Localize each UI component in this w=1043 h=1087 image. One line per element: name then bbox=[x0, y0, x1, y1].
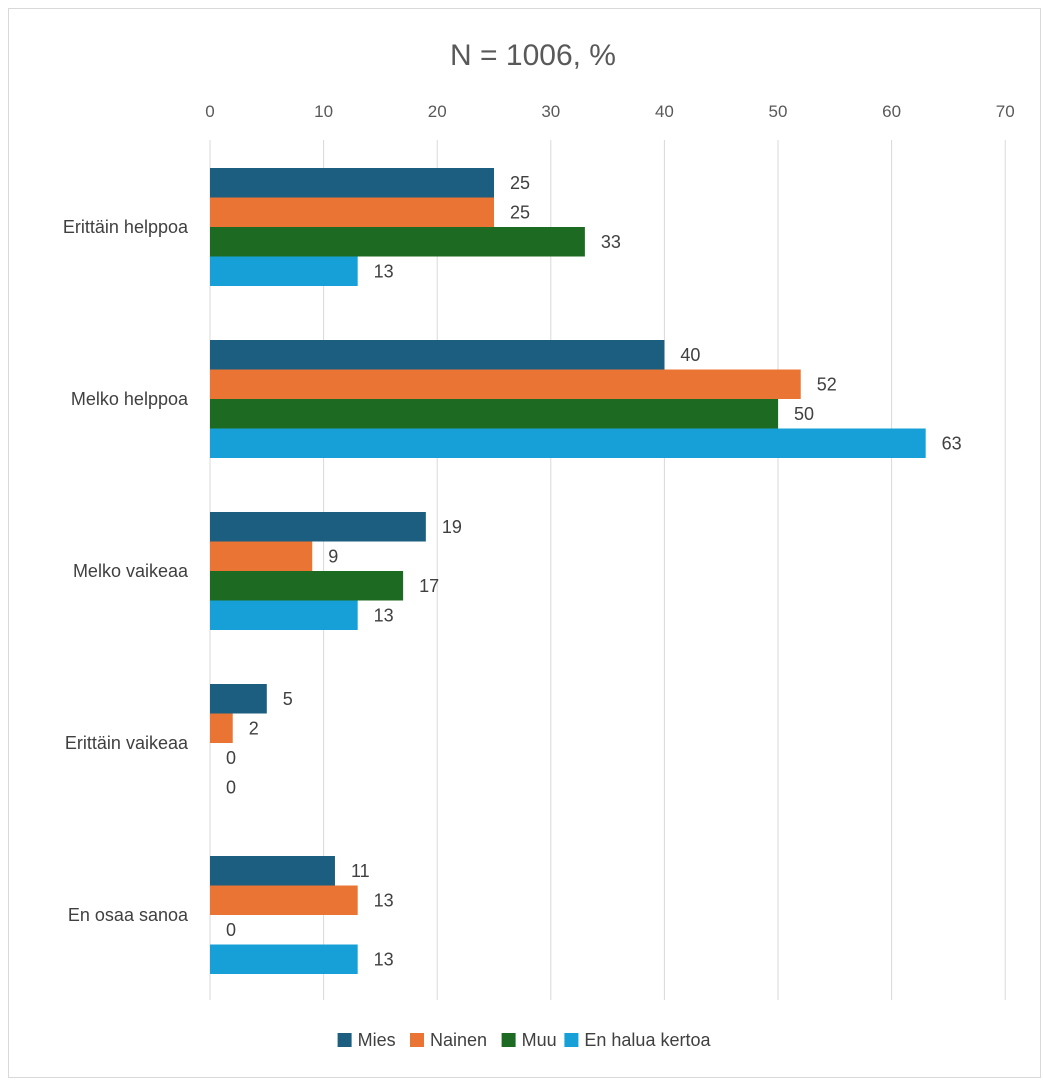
data-label: 17 bbox=[419, 576, 439, 596]
bar bbox=[210, 428, 926, 458]
x-tick-label: 40 bbox=[655, 102, 674, 121]
bar bbox=[210, 512, 426, 542]
x-tick-label: 0 bbox=[205, 102, 214, 121]
data-label: 5 bbox=[283, 689, 293, 709]
data-label: 19 bbox=[442, 517, 462, 537]
data-label: 2 bbox=[249, 718, 259, 738]
bar bbox=[210, 369, 801, 399]
bar bbox=[210, 600, 358, 630]
chart-title: N = 1006, % bbox=[450, 39, 616, 72]
x-tick-label: 60 bbox=[882, 102, 901, 121]
category-label: Melko helppoa bbox=[71, 389, 189, 409]
category-labels: Erittäin helppoa Melko helppoa Melko vaike… bbox=[63, 217, 189, 925]
data-label: 33 bbox=[601, 232, 621, 252]
data-label: 63 bbox=[942, 433, 962, 453]
category-label: En osaa sanoa bbox=[68, 905, 189, 925]
chart-frame bbox=[8, 8, 1041, 1078]
x-tick-label: 50 bbox=[769, 102, 788, 121]
bar bbox=[210, 684, 267, 714]
x-axis-ticks: 0 10 20 30 40 50 60 70 bbox=[205, 102, 1014, 121]
bar bbox=[210, 856, 335, 886]
legend-swatch bbox=[337, 1033, 352, 1047]
bar bbox=[210, 340, 665, 370]
x-tick-label: 70 bbox=[996, 102, 1015, 121]
data-label: 13 bbox=[374, 261, 394, 281]
data-label: 0 bbox=[226, 920, 236, 940]
bar bbox=[210, 885, 358, 915]
legend-swatch bbox=[410, 1033, 424, 1047]
category-label: Erittäin helppoa bbox=[63, 217, 189, 237]
legend-label: Muu bbox=[522, 1030, 557, 1050]
data-label: 25 bbox=[510, 173, 530, 193]
data-label: 13 bbox=[374, 605, 394, 625]
legend-swatch bbox=[564, 1033, 579, 1047]
bar bbox=[210, 227, 585, 257]
data-label: 52 bbox=[817, 374, 837, 394]
legend-label: Mies bbox=[358, 1030, 396, 1050]
legend-swatch bbox=[501, 1033, 516, 1047]
data-label: 13 bbox=[374, 949, 394, 969]
bar bbox=[210, 541, 313, 571]
bar bbox=[210, 399, 778, 429]
x-tick-label: 10 bbox=[314, 102, 333, 121]
data-label: 13 bbox=[374, 890, 394, 910]
data-label: 25 bbox=[510, 202, 530, 222]
legend-label: Nainen bbox=[430, 1030, 487, 1050]
legend: Mies Nainen Muu En halua kertoa bbox=[337, 1030, 711, 1050]
data-label: 50 bbox=[794, 404, 814, 424]
bar bbox=[210, 256, 358, 286]
category-label: Melko vaikeaa bbox=[73, 561, 189, 581]
legend-label: En halua kertoa bbox=[584, 1030, 711, 1050]
bar bbox=[210, 944, 358, 974]
data-label: 9 bbox=[328, 546, 338, 566]
data-label: 0 bbox=[226, 777, 236, 797]
bar bbox=[210, 168, 494, 198]
bar bbox=[210, 571, 404, 601]
x-tick-label: 20 bbox=[428, 102, 447, 121]
data-label: 0 bbox=[226, 748, 236, 768]
bars bbox=[210, 168, 926, 974]
data-label: 11 bbox=[351, 861, 370, 881]
bar bbox=[210, 713, 233, 743]
data-label: 40 bbox=[680, 345, 700, 365]
bar bbox=[210, 197, 494, 227]
category-label: Erittäin vaikeaa bbox=[65, 733, 189, 753]
x-tick-label: 30 bbox=[541, 102, 560, 121]
